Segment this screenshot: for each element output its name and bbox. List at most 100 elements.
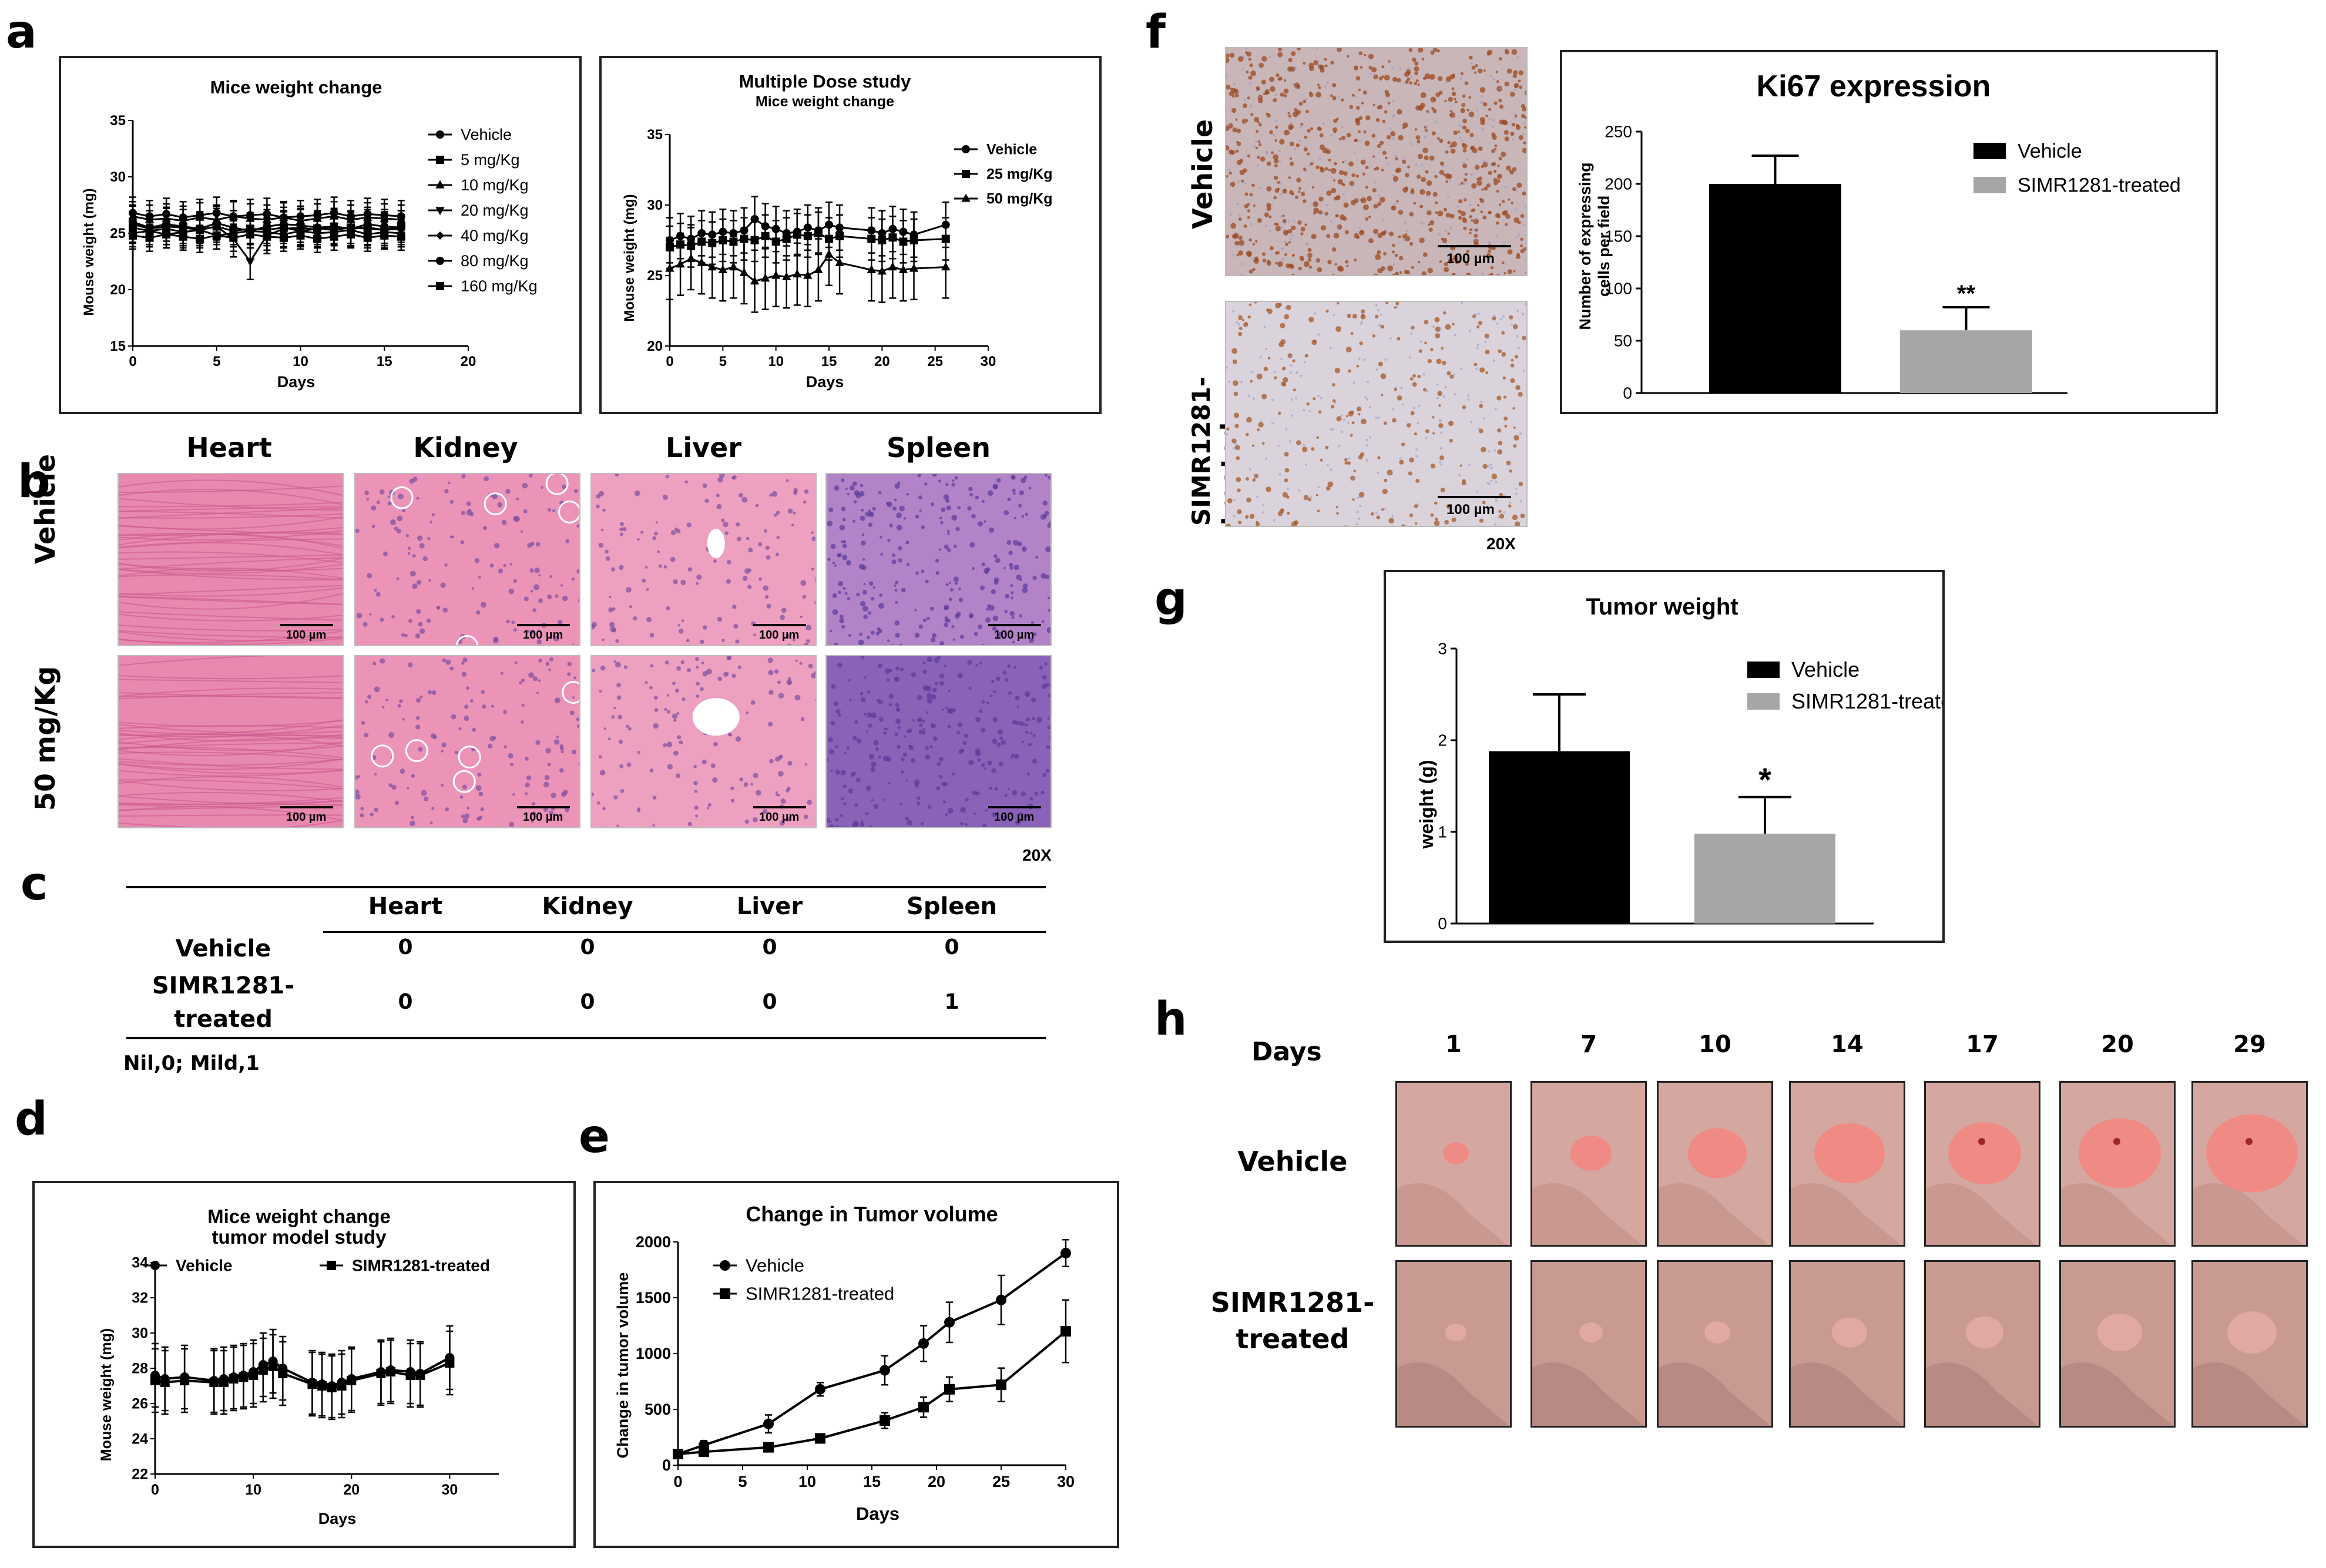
- ki67-stained-cell: [1360, 199, 1363, 202]
- chart-g-legend-label: SIMR1281-treated: [1791, 689, 1942, 713]
- ki67-stained-cell: [1509, 469, 1512, 473]
- hematoxylin-cell: [1233, 83, 1236, 86]
- chart-a2-point: [729, 262, 739, 271]
- hematoxylin-cell: [1280, 357, 1283, 360]
- chart-a2-point: [793, 269, 802, 278]
- nucleus: [855, 778, 861, 783]
- ki67-stained-cell: [1325, 486, 1331, 491]
- ki67-stained-cell: [1257, 140, 1261, 143]
- ki67-stained-cell: [1435, 211, 1438, 214]
- scale-bar: [280, 806, 333, 808]
- nucleus: [1041, 620, 1045, 623]
- nucleus: [952, 638, 955, 641]
- ki67-stained-cell: [1387, 469, 1393, 476]
- nucleus: [775, 552, 780, 556]
- nucleus: [560, 792, 566, 797]
- ki67-stained-cell: [1419, 189, 1425, 195]
- ki67-stained-cell: [1294, 108, 1298, 112]
- nucleus: [703, 625, 707, 630]
- nucleus: [716, 503, 722, 509]
- ki67-stained-cell: [1409, 513, 1414, 518]
- hematoxylin-cell: [1484, 340, 1487, 343]
- mouse-leg: [1659, 1183, 1769, 1245]
- nucleus: [599, 770, 606, 775]
- ki67-stained-cell: [1371, 67, 1377, 73]
- tubule: [558, 500, 579, 523]
- hematoxylin-cell: [1285, 428, 1288, 431]
- chart-e-point: [996, 1294, 1006, 1305]
- ki67-stained-cell: [1520, 214, 1525, 219]
- ki67-stained-cell: [1526, 247, 1528, 251]
- chart-d-legend-label: Vehicle: [176, 1256, 233, 1274]
- hematoxylin-cell: [1295, 397, 1298, 400]
- nucleus: [547, 763, 551, 767]
- chart-a1-point: [296, 212, 305, 221]
- ki67-stained-cell: [1516, 253, 1521, 257]
- nucleus: [1023, 814, 1028, 819]
- nucleus: [576, 569, 579, 574]
- photo-row-treated-2: treated: [1236, 1323, 1350, 1355]
- nucleus: [528, 474, 533, 478]
- chart-a1-legend-label: 5 mg/Kg: [461, 151, 520, 169]
- chart-e-point: [815, 1433, 825, 1444]
- ki67-stained-cell: [1434, 501, 1438, 505]
- hematoxylin-cell: [1482, 417, 1485, 420]
- ki67-stained-cell: [1521, 104, 1526, 109]
- nucleus: [573, 676, 577, 680]
- nucleus: [991, 680, 995, 683]
- nucleus: [553, 739, 560, 745]
- nucleus: [888, 781, 891, 785]
- nucleus: [878, 629, 882, 633]
- chart-a2-point: [877, 266, 887, 275]
- nucleus: [562, 595, 568, 602]
- ki67-stained-cell: [1226, 234, 1230, 239]
- nucleus: [853, 820, 859, 826]
- hematoxylin-cell: [1367, 381, 1370, 384]
- ki67-stained-cell: [1238, 521, 1242, 525]
- ki67-stained-cell: [1513, 83, 1519, 88]
- ki67-stained-cell: [1429, 155, 1435, 161]
- nucleus: [519, 681, 522, 685]
- chart-a1-ytick-label: 20: [110, 282, 126, 298]
- nucleus: [917, 801, 921, 805]
- nucleus: [862, 590, 867, 595]
- nucleus: [845, 560, 852, 566]
- nucleus: [460, 540, 465, 545]
- ki67-stained-cell: [1474, 362, 1478, 367]
- chart-a1-legend-label: 10 mg/Kg: [461, 176, 529, 194]
- nucleus: [803, 814, 808, 820]
- hematoxylin-cell: [1277, 444, 1280, 447]
- hematoxylin-cell: [1284, 307, 1287, 310]
- nucleus: [571, 577, 575, 581]
- ki67-stained-cell: [1288, 241, 1291, 244]
- ki67-stained-cell: [1367, 196, 1372, 202]
- nucleus: [900, 667, 904, 671]
- hematoxylin-cell: [1480, 401, 1483, 404]
- ki67-stained-cell: [1342, 183, 1345, 186]
- ki67-stained-cell: [1235, 149, 1239, 153]
- nucleus: [1021, 515, 1024, 518]
- ki67-stained-cell: [1438, 423, 1444, 428]
- ki67-stained-cell: [1491, 132, 1496, 137]
- ki67-stained-cell: [1471, 219, 1474, 222]
- hematoxylin-cell: [1393, 180, 1396, 183]
- nucleus: [355, 794, 361, 800]
- nucleus: [903, 517, 907, 520]
- hematoxylin-cell: [1387, 231, 1389, 234]
- ki67-stained-cell: [1253, 204, 1256, 207]
- hematoxylin-cell: [1519, 432, 1522, 435]
- nucleus: [416, 698, 421, 703]
- ki67-stained-cell: [1399, 459, 1404, 465]
- ki67-stained-cell: [1372, 188, 1377, 193]
- nucleus: [376, 500, 381, 505]
- nucleus: [786, 817, 791, 822]
- ki67-stained-cell: [1279, 508, 1284, 513]
- hematoxylin-cell: [1291, 234, 1294, 237]
- nucleus: [687, 567, 693, 572]
- ki67-stained-cell: [1465, 273, 1471, 275]
- nucleus: [844, 751, 847, 754]
- ki67-stained-cell: [1256, 373, 1263, 380]
- nucleus: [549, 810, 553, 815]
- nucleus: [908, 745, 914, 750]
- hematoxylin-cell: [1442, 395, 1445, 398]
